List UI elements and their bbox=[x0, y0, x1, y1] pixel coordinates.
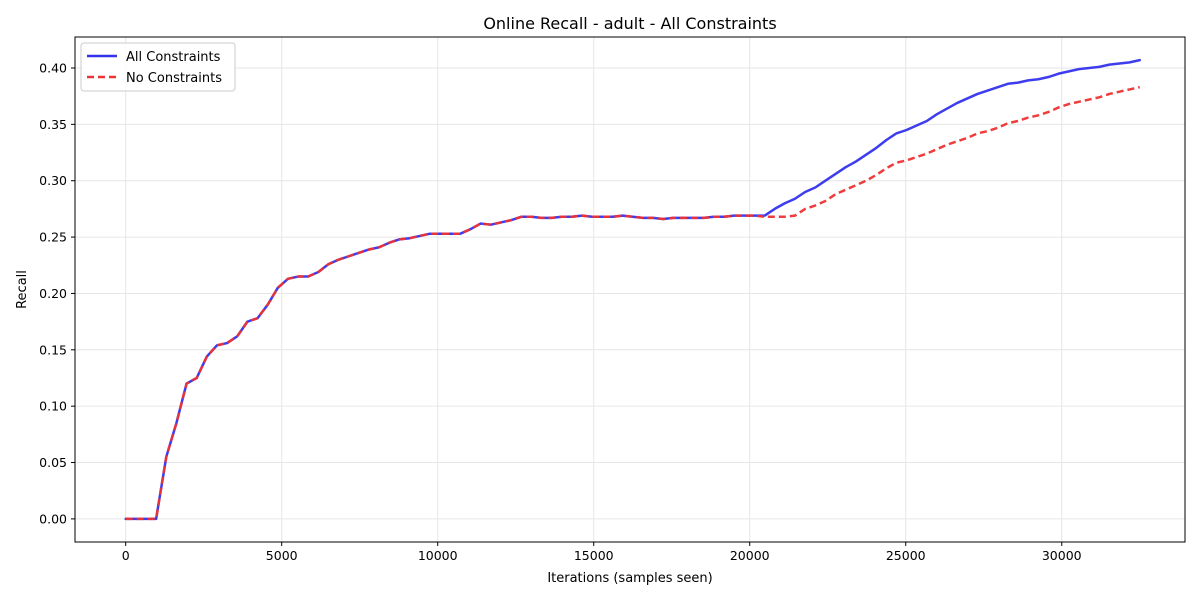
x-tick-label: 15000 bbox=[574, 548, 614, 563]
grid bbox=[75, 37, 1185, 542]
legend-label-all-constraints: All Constraints bbox=[126, 50, 221, 65]
y-tick-label: 0.00 bbox=[39, 511, 67, 526]
x-tick-label: 25000 bbox=[886, 548, 926, 563]
y-tick-label: 0.35 bbox=[39, 117, 67, 132]
y-tick-label: 0.25 bbox=[39, 230, 67, 245]
legend: All Constraints No Constraints bbox=[80, 42, 236, 92]
legend-box bbox=[80, 42, 236, 92]
y-axis-label: Recall bbox=[15, 270, 30, 309]
chart-title: Online Recall - adult - All Constraints bbox=[483, 14, 776, 33]
x-tick-label: 30000 bbox=[1042, 548, 1082, 563]
x-tick-label: 5000 bbox=[266, 548, 298, 563]
series-line-no-constraints bbox=[125, 85, 1141, 521]
x-tick-label: 10000 bbox=[418, 548, 458, 563]
y-tick-label: 0.05 bbox=[39, 455, 67, 470]
x-tick-label: 20000 bbox=[730, 548, 770, 563]
axis-ticks: 0 5000 10000 15000 20000 25000 30000 0.00 0.05 0.… bbox=[39, 60, 1082, 563]
y-tick-label: 0.15 bbox=[39, 342, 67, 357]
plot-frame bbox=[74, 36, 1186, 543]
series-line-all-constraints bbox=[124, 58, 1142, 521]
y-tick-label: 0.30 bbox=[39, 173, 67, 188]
x-tick-label: 0 bbox=[122, 548, 130, 563]
series-lines bbox=[124, 58, 1142, 521]
x-axis-label: Iterations (samples seen) bbox=[547, 571, 712, 586]
y-tick-label: 0.40 bbox=[39, 60, 67, 75]
legend-label-no-constraints: No Constraints bbox=[126, 71, 222, 86]
y-tick-label: 0.20 bbox=[39, 286, 67, 301]
y-tick-label: 0.10 bbox=[39, 399, 67, 414]
